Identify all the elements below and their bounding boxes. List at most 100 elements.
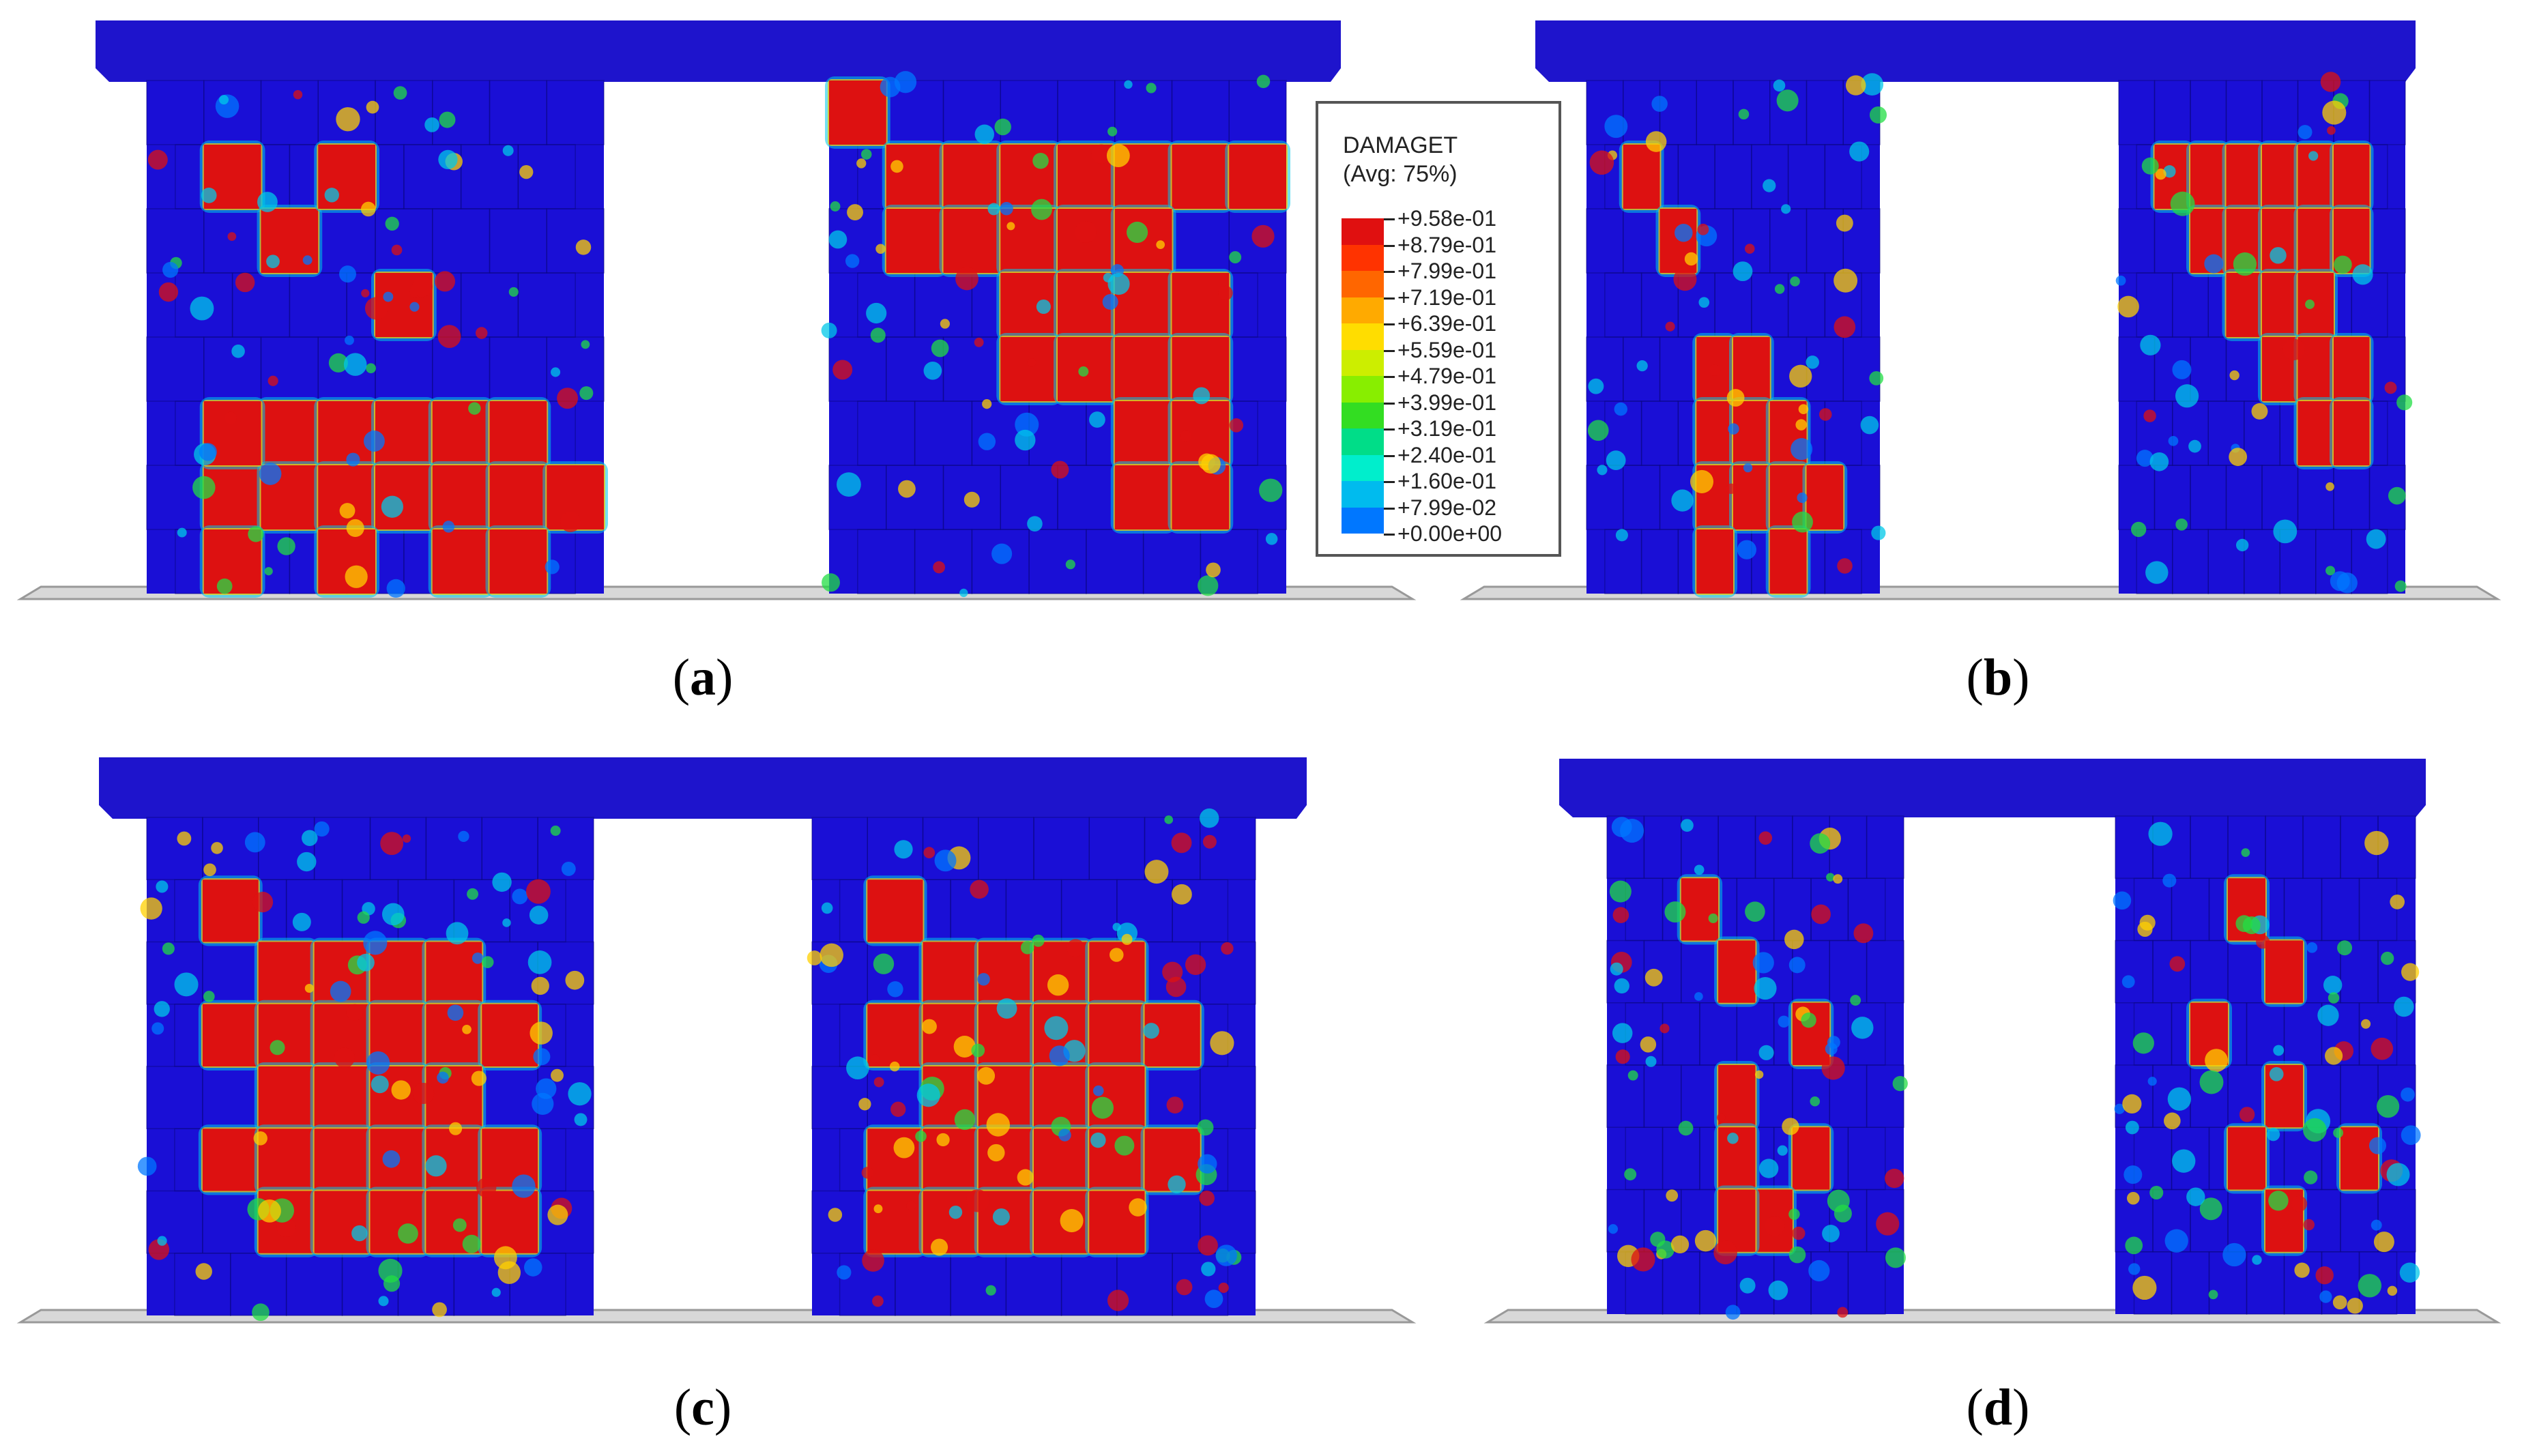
damage-spot [1124, 80, 1133, 89]
damage-spot [557, 388, 579, 409]
damage-spot [2126, 1191, 2140, 1205]
damage-spot [1728, 423, 1739, 435]
damage-spot [547, 1204, 568, 1225]
damage-spot [1818, 408, 1832, 421]
damage-spot [1797, 492, 1808, 504]
damage-spot [1611, 817, 1632, 838]
damage-spot [529, 905, 549, 924]
damage-block [432, 529, 490, 594]
damage-block [2334, 145, 2370, 209]
damage-block [1089, 1066, 1145, 1129]
masonry-block-outline [2351, 529, 2388, 594]
damage-block [1806, 465, 1844, 529]
damage-block [261, 401, 319, 465]
damage-spot [2125, 1236, 2143, 1255]
damage-spot [1107, 272, 1130, 295]
damage-spot [2141, 157, 2159, 175]
damage-spot [1107, 1290, 1129, 1311]
damage-spot [2124, 1165, 2143, 1184]
damage-spot [1608, 1224, 1619, 1234]
damage-spot [1256, 74, 1271, 89]
damage-spot [203, 991, 215, 1002]
damage-spot [2115, 275, 2126, 286]
damage-spot [1032, 152, 1049, 169]
damage-block [1089, 1004, 1145, 1066]
damage-spot [963, 491, 980, 508]
damage-spot [1791, 438, 1813, 461]
damage-spot [1180, 430, 1192, 442]
legend-swatch [1342, 507, 1384, 534]
damage-spot [2143, 409, 2156, 422]
damage-spot [231, 345, 245, 358]
damage-spot [385, 216, 399, 231]
damage-spot [2368, 1137, 2387, 1154]
damage-spot [2155, 169, 2166, 180]
damage-spot [1758, 1045, 1774, 1060]
damage-block [258, 1004, 315, 1066]
damage-spot [940, 319, 950, 329]
damage-spot [2328, 992, 2340, 1004]
damage-spot [1737, 540, 1756, 559]
damage-spot [162, 942, 175, 955]
damage-spot [216, 578, 233, 594]
damage-spot [970, 879, 989, 899]
panel-b-figure [1460, 20, 2502, 600]
damage-block [886, 209, 944, 273]
damage-spot [1031, 199, 1052, 220]
damage-spot [1673, 267, 1697, 291]
damage-spot [1067, 939, 1085, 957]
damage-spot [380, 832, 404, 856]
damage-spot [2394, 580, 2407, 592]
damage-spot [1609, 880, 1632, 903]
damage-spot [2163, 165, 2176, 178]
damage-spot [2132, 1275, 2157, 1300]
damage-spot [1251, 224, 1275, 248]
damage-spot [860, 149, 872, 160]
damage-spot [324, 188, 339, 203]
damage-spot [190, 296, 214, 321]
damage-spot [1860, 416, 1879, 435]
damage-spot [1869, 106, 1887, 124]
damage-spot [1837, 558, 1853, 574]
masonry-pier [821, 71, 1290, 598]
damage-spot [1197, 1119, 1214, 1136]
damage-spot [2347, 1298, 2363, 1314]
damage-spot [2137, 921, 2153, 937]
top-beam [1559, 759, 2426, 817]
damage-block [867, 1129, 923, 1191]
damage-spot [330, 980, 351, 1002]
damage-spot [1836, 214, 1853, 232]
damage-block [2262, 273, 2298, 337]
damage-spot [264, 567, 273, 576]
damage-spot [1808, 1260, 1830, 1282]
legend-level-label: +7.99e-02 [1397, 495, 1497, 520]
damage-spot [2273, 1045, 2285, 1056]
damage-spot [1065, 559, 1075, 570]
damage-spot [1788, 1208, 1800, 1220]
damage-spot [1165, 976, 1187, 998]
damage-spot [383, 1275, 401, 1292]
damage-block [867, 879, 923, 942]
damage-spot [862, 1249, 884, 1272]
legend-swatch [1342, 481, 1384, 508]
damage-block [1696, 401, 1733, 465]
damage-spot [1811, 904, 1831, 924]
damage-spot [1589, 150, 1614, 175]
damage-spot [873, 953, 895, 974]
damage-spot [550, 826, 561, 836]
damage-spot [1640, 1036, 1657, 1053]
damage-spot [2394, 996, 2414, 1017]
damage-spot [2205, 1049, 2228, 1073]
damage-spot [1778, 1015, 1790, 1028]
damage-spot [1801, 1013, 1816, 1028]
damage-spot [2401, 963, 2420, 981]
damage-spot [411, 276, 433, 297]
damage-spot [887, 981, 903, 998]
damage-spot [314, 821, 330, 837]
damage-spot [1675, 224, 1693, 242]
damage-spot [931, 1238, 948, 1256]
legend-tick [1384, 507, 1395, 510]
legend-swatch [1342, 349, 1384, 376]
damage-spot [363, 931, 388, 955]
damage-spot [974, 337, 984, 347]
